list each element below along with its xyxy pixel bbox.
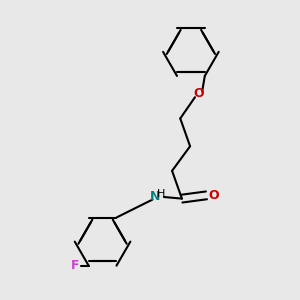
Text: H: H [157, 189, 165, 200]
Text: O: O [193, 87, 204, 101]
Text: F: F [71, 259, 80, 272]
Text: N: N [150, 190, 160, 203]
Text: O: O [208, 189, 219, 202]
